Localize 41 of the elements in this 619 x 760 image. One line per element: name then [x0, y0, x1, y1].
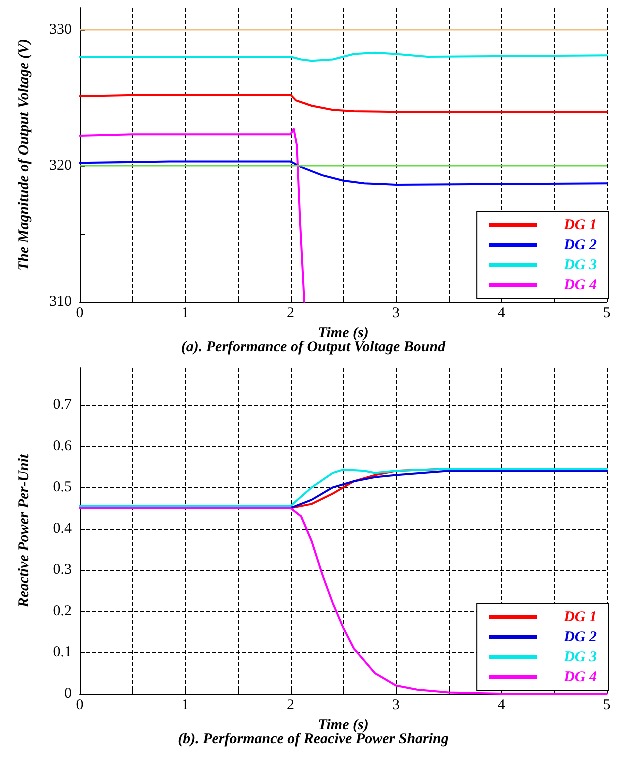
x-tick-label: 0 [76, 306, 84, 322]
y-tick-label: 0.2 [53, 603, 72, 620]
line-series [79, 94, 608, 114]
line-series [79, 52, 608, 62]
y-tick-label: 330 [50, 22, 72, 38]
x-tick-label: 2 [287, 306, 295, 322]
y-tick-label: 310 [50, 294, 72, 310]
legend-label: DG 3 [563, 650, 598, 666]
y-axis-title: Reactive Power Per-Unit [16, 454, 32, 609]
y-tick-label: 0.7 [53, 397, 72, 414]
x-tick-label: 1 [182, 698, 190, 714]
y-tick-label: 0.5 [53, 480, 72, 496]
y-tick-label: 320 [50, 158, 72, 174]
y-tick-label: 0.3 [53, 562, 72, 578]
x-tick-label: 0 [76, 698, 84, 714]
legend-label: DG 2 [563, 238, 598, 254]
y-axis-title: The Magnitude of Output Voltage (V) [16, 38, 32, 272]
x-tick-label: 1 [182, 306, 190, 322]
x-tick-label: 4 [498, 698, 506, 714]
x-tick-label: 5 [603, 306, 611, 322]
legend-label: DG 1 [563, 610, 598, 626]
text: (b). Performance of Reacive Power Sharing [178, 732, 450, 748]
x-tick-label: 3 [392, 306, 400, 322]
y-tick-label: 0.4 [53, 520, 72, 537]
y-tick-label: 0.1 [53, 644, 72, 661]
line-series [79, 128, 306, 303]
x-tick-label: 3 [392, 698, 400, 714]
x-tick-label: 4 [498, 306, 506, 322]
legend-label: DG 3 [563, 258, 598, 274]
text: (a). Performance of Output Voltage Bound [181, 340, 446, 356]
line-series [79, 160, 608, 186]
x-axis-title: Time (s) [318, 325, 369, 342]
legend-label: DG 2 [563, 630, 598, 646]
x-tick-label: 2 [287, 698, 295, 714]
legend-label: DG 4 [563, 278, 598, 294]
x-axis-title: Time (s) [318, 717, 369, 734]
y-tick-label: 0.6 [53, 438, 72, 454]
legend-label: DG 1 [563, 218, 598, 234]
x-tick-label: 5 [603, 698, 611, 714]
legend-label: DG 4 [563, 670, 598, 686]
y-tick-label: 0 [64, 686, 72, 702]
